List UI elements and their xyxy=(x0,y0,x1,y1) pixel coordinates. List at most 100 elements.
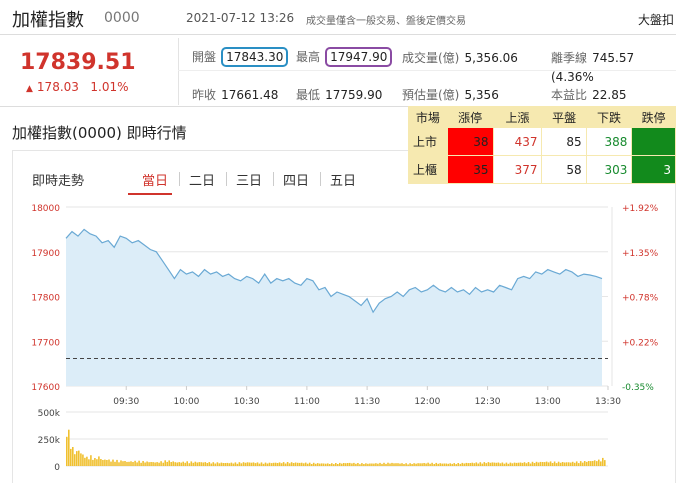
tab-day4[interactable]: 四日 xyxy=(283,174,310,189)
volume-bar xyxy=(537,462,540,466)
volume-bar xyxy=(230,462,233,466)
up-cell: 377 xyxy=(492,155,543,184)
volume-bar xyxy=(549,461,552,466)
volume-bar xyxy=(276,463,279,466)
volume-bar xyxy=(306,463,309,466)
volume-bar xyxy=(381,463,383,466)
tab-day3[interactable]: 三日 xyxy=(236,174,263,189)
volume-bar xyxy=(531,461,534,466)
volume-bar xyxy=(160,461,162,466)
volume-bar xyxy=(222,463,225,466)
volume-bar xyxy=(399,463,401,466)
volume-bar xyxy=(353,462,355,466)
volume-bar xyxy=(533,463,536,466)
tab-separator xyxy=(226,172,227,186)
price-y-right-labels: +1.92% +1.35% +0.78% +0.22% -0.35% xyxy=(622,204,659,393)
tab-day1[interactable]: 當日 xyxy=(142,174,169,189)
tab-day2[interactable]: 二日 xyxy=(189,174,216,189)
volume-bar xyxy=(114,461,116,466)
volume-bar xyxy=(190,461,193,466)
volume-bar xyxy=(148,462,150,466)
prev-value: 17661.48 xyxy=(221,88,279,102)
volume-bar xyxy=(186,461,188,466)
volume-bar xyxy=(236,463,239,466)
volume-bar xyxy=(80,453,82,466)
section-title: 加權指數(0000) 即時行情 xyxy=(12,124,187,142)
volume-bar xyxy=(310,464,313,466)
volume-bar xyxy=(445,463,447,466)
volume-bar xyxy=(142,461,144,466)
down-cell: 303 xyxy=(585,155,633,184)
price-x-tick: 11:30 xyxy=(354,397,380,407)
volume-bar xyxy=(264,462,267,466)
tab-day5[interactable]: 五日 xyxy=(330,174,357,189)
volume-bar xyxy=(234,462,237,466)
volume-bar xyxy=(272,462,275,466)
volume-bar xyxy=(517,462,520,466)
volume-bar xyxy=(298,462,301,466)
price-y-right-tick: -0.35% xyxy=(622,383,654,393)
volume-bar xyxy=(598,459,600,466)
stat-volume: 成交量(億) 5,356.06 xyxy=(402,51,518,65)
volume-bar xyxy=(573,462,576,466)
volume-bar xyxy=(212,462,215,466)
tab-separator xyxy=(273,172,274,186)
limit-down-cell xyxy=(631,127,676,156)
volume-bar xyxy=(373,463,375,466)
volume-bar xyxy=(308,462,311,466)
volume-bar xyxy=(128,461,130,466)
volume-bar xyxy=(260,462,263,466)
volume-bar xyxy=(294,462,297,466)
intraday-chart: 18000 17900 17800 17700 17600 +1.92% +1.35% +0… xyxy=(31,204,659,473)
volume-bar xyxy=(174,462,176,466)
volume-bar xyxy=(146,461,148,466)
price-y-tick: 17800 xyxy=(31,294,60,304)
volume-bar xyxy=(250,462,253,466)
volume-bar xyxy=(242,462,245,466)
price-y-right-tick: +1.92% xyxy=(622,204,659,214)
volume-bar xyxy=(435,462,437,466)
stat-prev: 昨收 17661.48 xyxy=(192,88,279,102)
volume-bar xyxy=(126,461,128,466)
low-value: 17759.90 xyxy=(325,88,383,102)
volume-bar xyxy=(188,463,191,466)
dapan-link[interactable]: 大盤扣 xyxy=(637,13,674,27)
volume-bar xyxy=(345,463,347,466)
volume-bar xyxy=(471,462,474,466)
volume-y-tick: 250k xyxy=(38,436,61,446)
volume-bar xyxy=(110,461,112,466)
volume-bar xyxy=(254,463,257,466)
volume-bar xyxy=(385,463,387,466)
volume-bar xyxy=(513,462,516,466)
volume-y-labels: 500k 250k 0 xyxy=(38,409,61,473)
volume-bar xyxy=(591,461,594,466)
volume-bar xyxy=(300,462,303,466)
volume-bar xyxy=(465,462,468,466)
price-x-tick: 12:00 xyxy=(414,397,440,407)
volume-bar xyxy=(158,462,160,466)
volume-bar xyxy=(357,463,359,466)
volume-bar xyxy=(304,462,307,466)
table-row: 上市 38 437 85 388 xyxy=(408,127,676,156)
active-tab-indicator xyxy=(128,193,172,195)
index-code: 0000 xyxy=(104,10,140,26)
volume-bar xyxy=(118,462,120,466)
update-time: 2021-07-12 13:26 xyxy=(186,11,295,25)
volume-bar xyxy=(363,464,365,466)
pe-value: 22.85 xyxy=(592,88,627,102)
volume-bar xyxy=(463,463,466,466)
volume-bar xyxy=(461,462,464,466)
volume-bar xyxy=(559,462,562,466)
quote-divider xyxy=(0,106,676,107)
volume-bar xyxy=(557,461,560,466)
volume-y-tick: 500k xyxy=(38,409,61,419)
volume-bar xyxy=(208,462,211,466)
volume-grid xyxy=(66,411,608,467)
volume-bar xyxy=(509,462,512,466)
volume-bar xyxy=(521,462,524,466)
volume-bar xyxy=(228,463,231,466)
volume-bar xyxy=(206,463,209,466)
volume-bar xyxy=(162,462,164,466)
high-value: 17947.90 xyxy=(325,47,393,67)
price-x-tick: 10:30 xyxy=(234,397,260,407)
